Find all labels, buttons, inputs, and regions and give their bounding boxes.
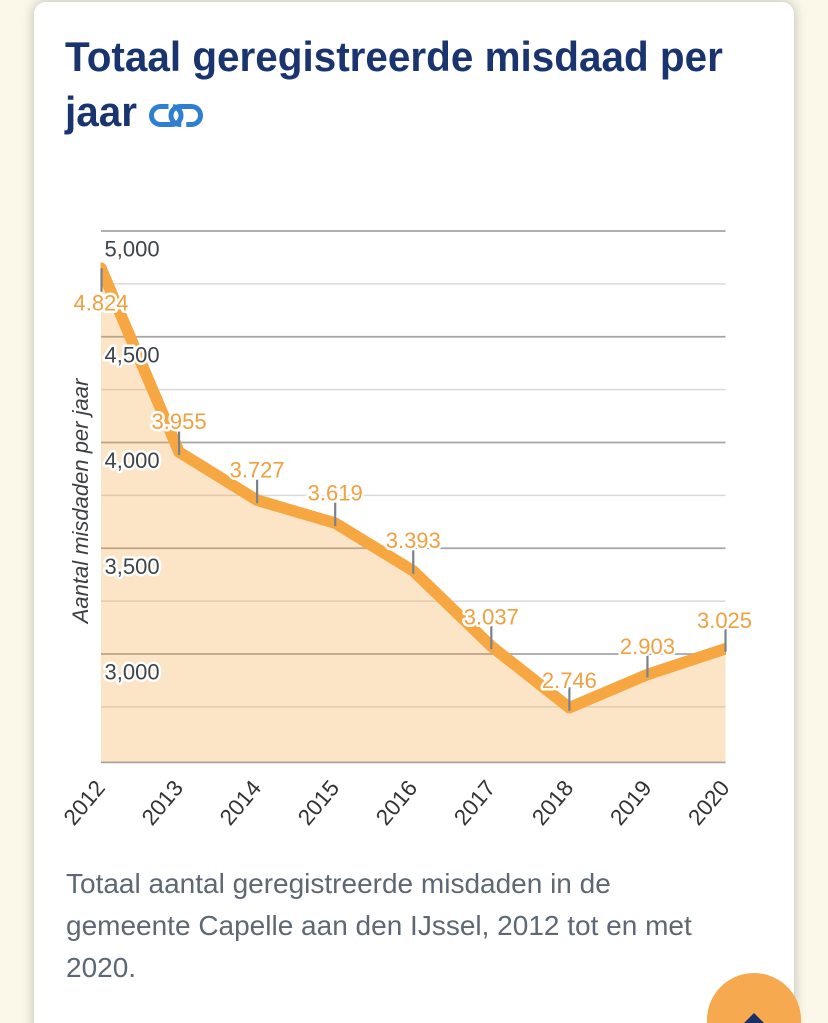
- svg-text:3.025: 3.025: [697, 608, 752, 633]
- svg-text:3.393: 3.393: [386, 528, 441, 553]
- svg-text:2.903: 2.903: [620, 634, 675, 659]
- svg-text:2014: 2014: [215, 776, 266, 830]
- svg-text:4,500: 4,500: [105, 342, 160, 367]
- svg-text:2018: 2018: [527, 776, 578, 830]
- svg-text:Aantal misdaden per jaar: Aantal misdaden per jaar: [68, 377, 93, 625]
- svg-text:4,000: 4,000: [105, 448, 160, 473]
- svg-text:3.955: 3.955: [152, 409, 207, 434]
- svg-text:2016: 2016: [371, 776, 422, 830]
- svg-text:4.824: 4.824: [73, 290, 128, 315]
- svg-text:2019: 2019: [605, 776, 656, 830]
- svg-text:2015: 2015: [293, 776, 344, 830]
- svg-text:2013: 2013: [137, 776, 188, 830]
- svg-text:2012: 2012: [59, 776, 110, 830]
- svg-text:5,000: 5,000: [105, 237, 160, 262]
- svg-text:3.037: 3.037: [464, 605, 519, 630]
- svg-text:2020: 2020: [683, 776, 734, 830]
- svg-text:3,500: 3,500: [105, 554, 160, 579]
- svg-text:2.746: 2.746: [542, 668, 597, 693]
- svg-text:3.727: 3.727: [230, 457, 285, 482]
- svg-text:3.619: 3.619: [308, 480, 363, 505]
- svg-text:3,000: 3,000: [105, 660, 160, 685]
- svg-text:2017: 2017: [449, 776, 500, 830]
